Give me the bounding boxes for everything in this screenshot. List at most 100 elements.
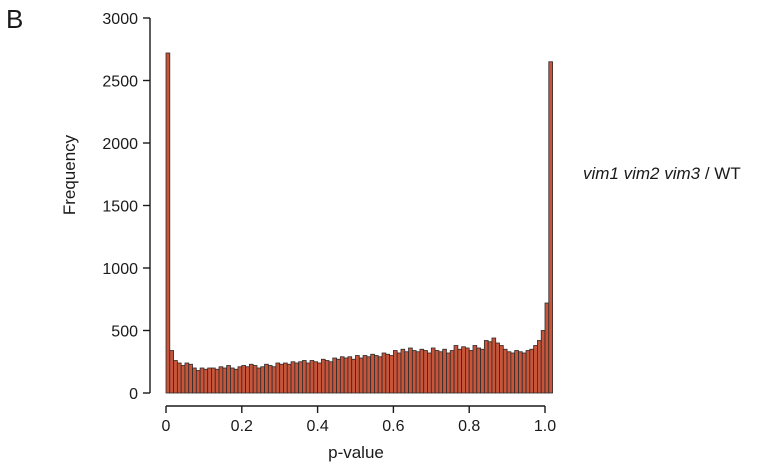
- y-axis: 0 500 1000 1500 2000 2500 3000: [102, 11, 151, 403]
- histogram-bar: [173, 360, 178, 394]
- histogram-bar: [324, 360, 330, 394]
- x-tick-label: 1.0: [534, 418, 556, 435]
- histogram-bar: [506, 351, 512, 394]
- histogram-bar: [514, 350, 519, 394]
- histogram-bar: [169, 350, 174, 394]
- histogram-bar: [518, 351, 523, 394]
- histogram-bar: [343, 357, 349, 394]
- histogram-bar: [298, 361, 303, 394]
- histogram-bar: [362, 355, 368, 394]
- histogram-bar: [495, 342, 500, 394]
- histogram-bar: [468, 350, 474, 394]
- histogram-bar: [351, 358, 356, 394]
- histogram-bar: [180, 365, 186, 394]
- histogram-bar: [294, 362, 300, 394]
- histogram-bar: [192, 367, 197, 394]
- histogram-bar: [264, 363, 269, 394]
- histogram-bar: [525, 350, 531, 394]
- histogram-bar: [275, 362, 281, 394]
- histogram-bar: [207, 367, 212, 394]
- histogram-bar: [309, 360, 315, 394]
- histogram-bar: [400, 348, 406, 394]
- histogram-bar: [339, 356, 345, 394]
- histogram-bar: [434, 350, 440, 394]
- histogram-bar: [465, 347, 470, 394]
- histogram-bars: [165, 52, 553, 394]
- x-axis-label: p-value: [328, 443, 384, 462]
- histogram-bar: [540, 330, 546, 394]
- histogram-bar: [521, 352, 527, 394]
- histogram-bar: [230, 367, 235, 394]
- histogram-bar: [476, 347, 481, 394]
- histogram-bar: [385, 353, 391, 394]
- histogram-bar: [472, 345, 478, 394]
- histogram-bar: [305, 362, 311, 394]
- histogram-bar: [370, 353, 375, 394]
- comparison-label: vim1 vim2 vim3 / WT: [583, 164, 741, 184]
- histogram-bar: [499, 345, 504, 394]
- x-tick-label: 0.6: [382, 418, 404, 435]
- histogram-bar: [260, 366, 265, 394]
- histogram-bar: [245, 366, 250, 394]
- histogram-bar: [480, 348, 485, 394]
- histogram-bar: [427, 352, 432, 394]
- y-tick-label: 2000: [102, 136, 138, 153]
- histogram-bar: [438, 351, 444, 394]
- histogram-bar: [347, 356, 353, 394]
- histogram-bar: [392, 350, 398, 394]
- histogram-bar: [241, 365, 246, 394]
- histogram-bar: [457, 348, 463, 394]
- histogram-bar: [252, 365, 258, 394]
- histogram-bar: [449, 350, 455, 394]
- histogram-bar: [366, 356, 372, 394]
- histogram-bar: [374, 355, 379, 394]
- y-tick-label: 3000: [102, 11, 138, 28]
- histogram-bar: [267, 365, 273, 394]
- histogram-bar: [211, 367, 216, 394]
- histogram-bar: [358, 357, 364, 394]
- histogram-bar: [533, 345, 538, 394]
- histogram-bar: [313, 361, 318, 394]
- x-tick-label: 0.4: [306, 418, 328, 435]
- histogram-bar: [256, 367, 262, 394]
- histogram-bar: [381, 352, 387, 394]
- histogram-bar: [377, 356, 383, 394]
- histogram-bar: [328, 361, 334, 394]
- histogram-bar: [415, 351, 421, 394]
- histogram-bar: [286, 363, 292, 394]
- histogram-bar: [389, 355, 394, 394]
- x-tick-label: 0.2: [231, 418, 253, 435]
- histogram-bar: [408, 347, 413, 394]
- x-axis: 0 0.2 0.4 0.6 0.8 1.0: [162, 405, 556, 435]
- histogram-bar: [548, 61, 553, 394]
- histogram-bar: [355, 355, 360, 394]
- histogram-bar: [203, 368, 209, 394]
- histogram-bar: [404, 351, 409, 394]
- histogram-bar: [188, 363, 193, 394]
- comparison-genotype: vim1 vim2 vim3: [583, 164, 701, 183]
- panel-label: B: [6, 4, 24, 34]
- histogram-bar: [537, 340, 542, 394]
- y-tick-label: 2500: [102, 74, 138, 91]
- histogram-bar: [336, 358, 341, 394]
- histogram-bar: [233, 368, 239, 394]
- histogram-bar: [332, 357, 337, 394]
- histogram-bar: [226, 365, 231, 394]
- histogram-bar: [411, 350, 417, 394]
- histogram-bar: [423, 350, 428, 394]
- histogram-bar: [237, 366, 243, 394]
- histogram-bar: [483, 340, 489, 394]
- histogram-bar: [279, 363, 284, 394]
- histogram-bar: [271, 366, 277, 394]
- histogram-bar: [453, 345, 459, 394]
- histogram-bar: [283, 362, 288, 394]
- histogram-bar: [529, 348, 535, 394]
- histogram-bar: [461, 346, 466, 394]
- histogram-bar: [396, 352, 402, 394]
- x-tick-label: 0.8: [458, 418, 480, 435]
- histogram-bar: [248, 363, 254, 394]
- histogram-bar: [199, 367, 205, 394]
- histogram-bar: [218, 366, 224, 394]
- y-tick-label: 0: [129, 386, 138, 403]
- histogram-bar: [195, 370, 201, 394]
